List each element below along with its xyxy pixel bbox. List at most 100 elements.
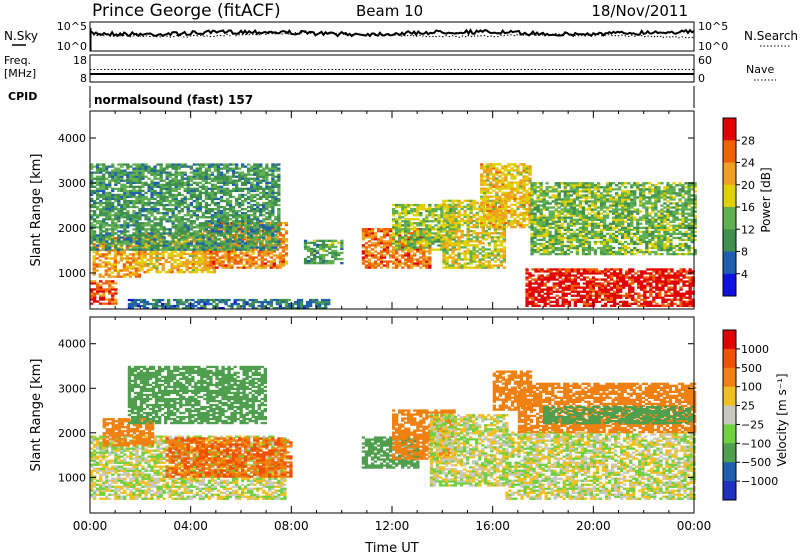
heatmap-cell (422, 236, 426, 239)
heatmap-cell (107, 253, 111, 256)
heatmap-cell (443, 228, 447, 231)
heatmap-cell (183, 222, 187, 225)
heatmap-cell (428, 236, 432, 239)
heatmap-cell (303, 243, 308, 247)
heatmap-cell (231, 220, 236, 223)
heatmap-cell (216, 173, 221, 176)
heatmap-cell (165, 171, 169, 174)
heatmap-cell (373, 246, 378, 249)
heatmap-cell (370, 262, 375, 265)
heatmap-cell (483, 219, 487, 223)
heatmap-cell (251, 258, 255, 261)
heatmap-cell (486, 183, 490, 186)
heatmap-cell (168, 248, 172, 251)
heatmap-cell (457, 228, 461, 231)
heatmap-cell (225, 212, 230, 215)
heatmap-cell (198, 193, 202, 197)
heatmap-cell (147, 171, 151, 174)
heatmap-cell (210, 242, 215, 245)
heatmap-cell (117, 173, 121, 176)
heatmap-cell (516, 189, 520, 192)
heatmap-cell (235, 183, 239, 186)
heatmap-cell (108, 242, 112, 245)
heatmap-cell (170, 304, 174, 308)
heatmap-cell (117, 226, 121, 229)
heatmap-cell (213, 226, 218, 229)
heatmap-cell (98, 265, 102, 268)
heatmap-cell (155, 271, 159, 274)
heatmap-cell (195, 224, 199, 227)
heatmap-cell (128, 245, 133, 248)
heatmap-cell (244, 244, 248, 247)
heatmap-cell (101, 261, 105, 264)
heatmap-cell (238, 201, 242, 205)
heatmap-cell (198, 177, 202, 180)
heatmap-cell (410, 208, 414, 211)
heatmap-cell (153, 185, 157, 188)
heatmap-cell (490, 264, 494, 267)
heatmap-cell (271, 185, 275, 188)
cpid-value: normalsound (fast) 157 (94, 93, 253, 107)
heatmap-cell (265, 203, 269, 207)
heatmap-cell (250, 240, 254, 243)
heatmap-cell (114, 216, 118, 219)
heatmap-cell (114, 232, 118, 235)
heatmap-cell (486, 207, 490, 211)
heatmap-cell (216, 165, 221, 168)
heatmap-cell (216, 163, 221, 166)
heatmap-cell (448, 211, 452, 215)
heatmap-cell (489, 226, 493, 229)
heatmap-cell (469, 217, 473, 221)
heatmap-cell (170, 256, 174, 260)
heatmap-cell (138, 171, 142, 174)
heatmap-cell (132, 185, 136, 188)
heatmap-cell (105, 282, 109, 285)
heatmap-cell (108, 218, 112, 221)
heatmap-cell (395, 205, 399, 209)
heatmap-cell (144, 236, 148, 239)
heatmap-cell (120, 173, 124, 176)
heatmap-cell (443, 240, 447, 243)
heatmap-cell (244, 199, 248, 203)
heatmap-cell (191, 256, 195, 260)
heatmap-cell (274, 199, 278, 203)
heatmap-cell (138, 228, 142, 231)
heatmap-cell (238, 171, 242, 174)
heatmap-cell (265, 246, 269, 249)
heatmap-cell (111, 163, 115, 166)
heatmap-cell (194, 268, 198, 272)
heatmap-cell (114, 199, 118, 203)
heatmap-cell (137, 273, 142, 276)
heatmap-cell (256, 222, 260, 225)
heatmap-cell (162, 171, 166, 174)
heatmap-cell (203, 258, 208, 262)
heatmap-cell (274, 230, 278, 233)
heatmap-cell (123, 234, 127, 237)
heatmap-cell (159, 165, 163, 168)
heatmap-cell (189, 203, 193, 207)
heatmap-cell (153, 189, 157, 193)
heatmap-cell (262, 220, 266, 223)
heatmap-cell (489, 213, 493, 217)
heatmap-cell (222, 167, 227, 170)
heatmap-cell (198, 163, 202, 166)
heatmap-cell (111, 294, 115, 297)
heatmap-cell (221, 254, 225, 257)
heatmap-cell (510, 226, 514, 229)
heatmap-cell (437, 218, 441, 221)
heatmap-cell (287, 302, 292, 306)
heatmap-cell (105, 199, 109, 203)
heatmap-cell (404, 248, 408, 251)
heatmap-cell (457, 221, 461, 225)
heatmap-cell (513, 169, 517, 172)
heatmap-cell (183, 201, 187, 205)
heatmap-cell (259, 244, 263, 247)
heatmap-cell (120, 175, 124, 178)
heatmap-cell (241, 173, 245, 176)
heatmap-cell (107, 275, 111, 278)
heatmap-cell (225, 240, 230, 243)
heatmap-cell (469, 258, 473, 261)
heatmap-cell (231, 228, 236, 231)
heatmap-cell (150, 171, 154, 174)
heatmap-cell (275, 256, 279, 259)
